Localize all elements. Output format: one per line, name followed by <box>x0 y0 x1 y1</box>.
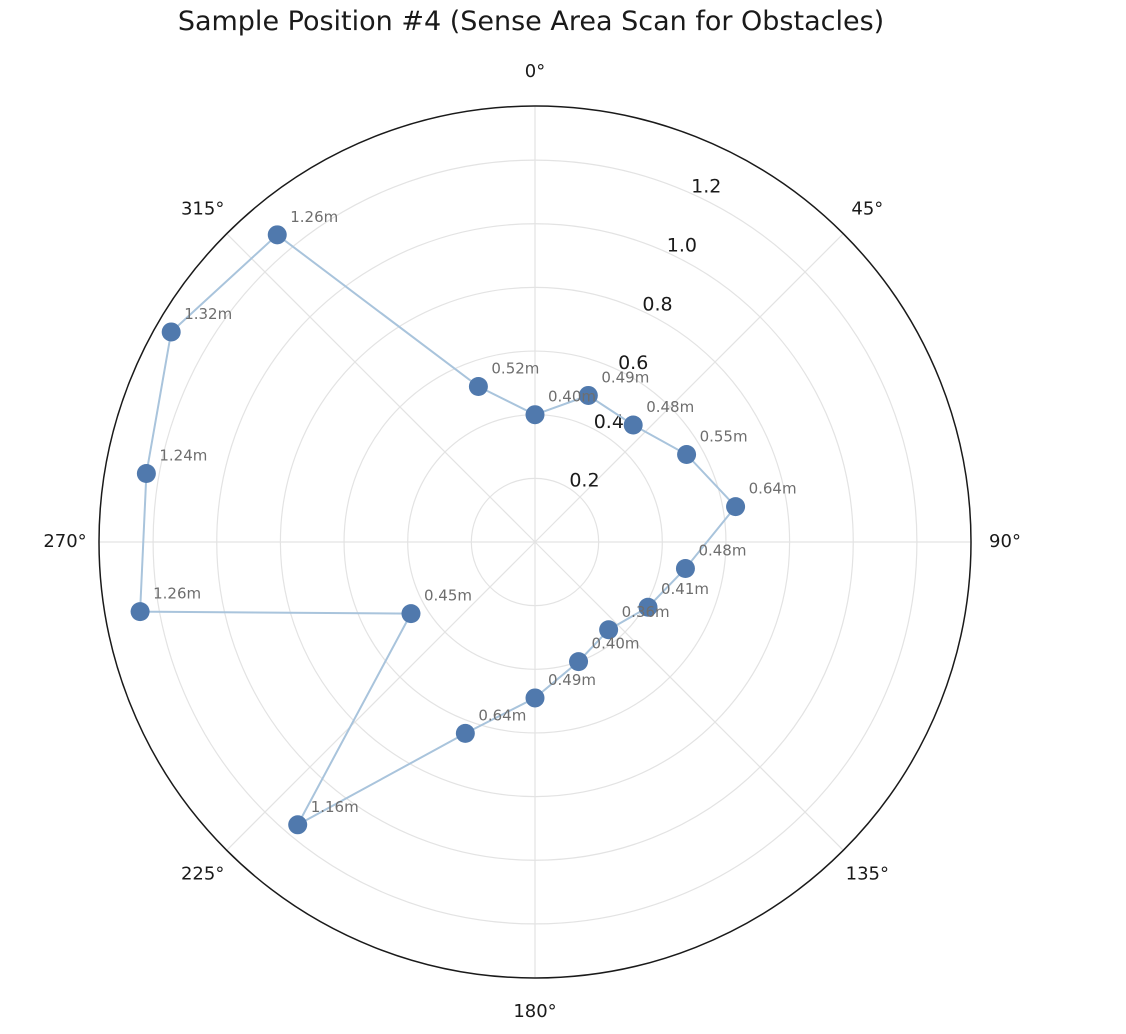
data-point <box>525 405 545 425</box>
grid-spoke <box>226 541 536 851</box>
grid-layer <box>98 105 972 979</box>
radial-tick-label: 1.2 <box>691 176 721 198</box>
data-label: 1.16m <box>311 798 359 816</box>
radial-tick-label: 0.2 <box>569 470 599 492</box>
grid-circle <box>343 350 727 734</box>
data-label: 0.55m <box>700 427 748 445</box>
data-point <box>623 415 643 435</box>
grid-spoke <box>534 541 844 851</box>
data-point <box>525 688 545 708</box>
polar-outer-ring <box>98 105 972 979</box>
data-point <box>569 652 589 672</box>
data-point <box>578 385 598 405</box>
radial-tick-label: 0.4 <box>594 411 624 433</box>
angle-tick-label: 225° <box>181 863 224 884</box>
data-point <box>130 602 150 622</box>
angle-tick-label: 45° <box>851 199 883 220</box>
data-label: 0.64m <box>478 706 526 724</box>
angle-tick-label: 0° <box>525 61 545 82</box>
data-label: 1.26m <box>290 208 338 226</box>
data-point <box>677 444 697 464</box>
tick-layer: 0° 45° 90° 135° 180° 225° 270° 315° 0.2 0.4 0.6 0.8… <box>43 61 1021 1022</box>
data-point <box>267 225 287 245</box>
label-layer: 0.40m 0.49m 0.48m 0.55m 0.64m 0.48m 0.41m 0.36m… <box>153 208 797 816</box>
data-point <box>638 597 658 617</box>
angle-tick-label: 270° <box>43 531 86 552</box>
data-point <box>401 604 421 624</box>
angle-tick-label: 180° <box>513 1001 556 1022</box>
data-label: 0.52m <box>491 359 539 377</box>
data-label: 0.49m <box>601 368 649 386</box>
grid-spoke <box>226 233 536 543</box>
data-label: 0.45m <box>424 587 472 605</box>
angle-tick-label: 90° <box>989 531 1021 552</box>
data-label: 0.40m <box>592 635 640 653</box>
radial-tick-label: 1.0 <box>667 234 697 256</box>
data-point <box>161 322 181 342</box>
data-label: 1.26m <box>153 585 201 603</box>
data-point <box>455 723 475 743</box>
grid-circle <box>470 477 600 607</box>
data-point <box>468 376 488 396</box>
grid-circle <box>216 223 854 861</box>
data-label: 0.48m <box>646 398 694 416</box>
chart-title: Sample Position #4 (Sense Area Scan for … <box>177 6 885 37</box>
data-point <box>675 559 695 579</box>
grid-spoke <box>534 233 844 543</box>
data-point <box>288 815 308 835</box>
data-label: 0.48m <box>698 542 746 560</box>
data-point <box>136 463 156 483</box>
series-line <box>139 233 737 828</box>
angle-tick-label: 135° <box>846 863 889 884</box>
data-label: 1.24m <box>159 446 207 464</box>
radial-tick-label: 0.6 <box>618 352 648 374</box>
data-point <box>726 497 746 517</box>
grid-circle <box>152 159 918 925</box>
data-label: 1.32m <box>184 305 232 323</box>
series-layer <box>130 225 746 835</box>
data-point <box>599 620 619 640</box>
data-label: 0.36m <box>622 603 670 621</box>
angle-tick-label: 315° <box>181 199 224 220</box>
grid-circle <box>279 286 791 798</box>
data-label: 0.40m <box>548 388 596 406</box>
data-label: 0.41m <box>661 580 709 598</box>
data-label: 0.49m <box>548 671 596 689</box>
radial-tick-label: 0.8 <box>642 293 672 315</box>
data-label: 0.64m <box>749 480 797 498</box>
